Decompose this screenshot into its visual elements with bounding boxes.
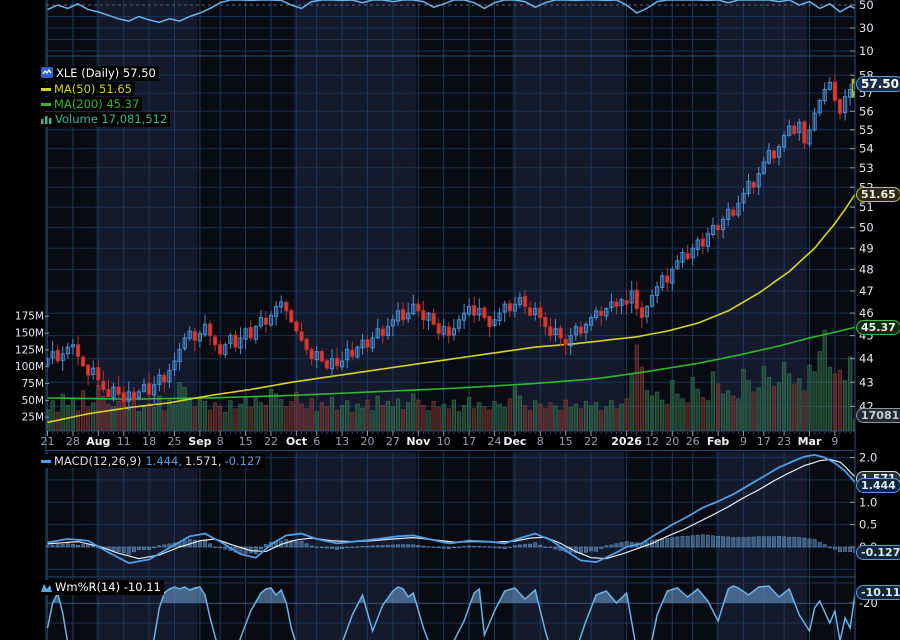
svg-text:21: 21 [41,435,55,448]
svg-text:Feb: Feb [707,435,730,448]
svg-text:54: 54 [859,142,874,156]
ma50-legend-row: MA(50) 51.65 [40,82,135,96]
svg-text:Sep: Sep [188,435,211,448]
svg-text:Dec: Dec [503,435,526,448]
svg-text:Oct: Oct [286,435,307,448]
ma50-line-swatch [41,88,51,91]
macd-legend-label: MACD(12,26,9) [54,454,142,468]
svg-text:46: 46 [859,306,874,320]
svg-text:100M: 100M [15,361,44,373]
svg-text:Nov: Nov [406,435,431,448]
svg-text:2026: 2026 [611,435,642,448]
svg-text:47: 47 [859,284,874,298]
wmr-legend-text: Wm%R(14) -10.11 [55,580,161,594]
ma200-legend-row: MA(200) 45.37 [40,97,143,111]
wmr-value-badge: -10.11 [856,585,900,600]
svg-text:53: 53 [859,161,874,175]
svg-text:25M: 25M [22,412,44,424]
svg-text:24: 24 [488,435,502,448]
svg-text:20: 20 [361,435,375,448]
macd-hist-badge: -0.127 [856,545,900,560]
svg-text:10: 10 [437,435,451,448]
svg-text:17: 17 [757,435,771,448]
svg-text:18: 18 [142,435,156,448]
macd-line-badge: 1.444 [856,478,900,493]
svg-text:1.0: 1.0 [859,495,877,509]
svg-text:13: 13 [335,435,349,448]
macd-signal-value: 1.571, [184,454,222,468]
macd-legend-row: MACD(12,26,9) 1.444, 1.571, -0.127 [40,454,265,468]
volume-legend-text: Volume 17,081,512 [55,112,168,126]
svg-text:6: 6 [313,435,320,448]
svg-text:Aug: Aug [86,435,110,448]
svg-text:50: 50 [859,221,874,235]
macd-legend: MACD(12,26,9) 1.444, 1.571, -0.127 [40,454,265,469]
svg-text:2.0: 2.0 [859,451,877,465]
svg-text:26: 26 [686,435,700,448]
svg-text:50: 50 [859,0,874,12]
svg-text:44: 44 [859,352,874,366]
svg-text:27: 27 [386,435,400,448]
symbol-legend-text: XLE (Daily) 57.50 [56,66,156,80]
wmr-legend: Wm%R(14) -10.11 [40,580,164,596]
last-price-badge: 57.50 [856,76,900,92]
volume-legend-row: Volume 17,081,512 [40,112,171,127]
symbol-legend-row: XLE (Daily) 57.50 [40,66,159,81]
main-chart-legend: XLE (Daily) 57.50 MA(50) 51.65 MA(200) 4… [40,66,171,128]
volume-bars-icon [41,113,52,127]
svg-text:48: 48 [859,262,874,276]
svg-text:15: 15 [559,435,573,448]
ma50-value-badge: 51.65 [856,187,900,202]
svg-text:43: 43 [859,375,874,389]
svg-text:22: 22 [584,435,598,448]
ma200-value-badge: 45.37 [856,320,900,335]
svg-text:8: 8 [217,435,224,448]
macd-value: 1.444, [145,454,182,468]
svg-text:9: 9 [831,435,838,448]
svg-text:15: 15 [239,435,253,448]
svg-text:49: 49 [859,241,874,255]
volume-value-badge: 17081512 [856,408,900,423]
macd-hist-value: -0.127 [224,454,262,468]
svg-text:56: 56 [859,104,874,118]
svg-text:150M: 150M [15,328,44,340]
svg-text:50M: 50M [22,395,44,407]
ma50-legend-text: MA(50) 51.65 [54,82,132,96]
svg-text:12: 12 [645,435,659,448]
svg-text:20: 20 [665,435,679,448]
chart-type-icon [41,67,53,81]
svg-text:0.5: 0.5 [859,518,877,532]
svg-text:10: 10 [859,44,874,58]
ma200-legend-text: MA(200) 45.37 [54,97,140,111]
ma200-line-swatch [41,103,51,106]
wmr-legend-row: Wm%R(14) -10.11 [40,580,164,595]
svg-text:9: 9 [740,435,747,448]
svg-text:22: 22 [264,435,278,448]
svg-text:28: 28 [66,435,80,448]
svg-text:30: 30 [859,21,874,35]
svg-text:Mar: Mar [798,435,822,448]
svg-text:17: 17 [462,435,476,448]
svg-text:25: 25 [168,435,182,448]
svg-text:175M: 175M [15,311,44,323]
svg-text:23: 23 [777,435,791,448]
svg-text:8: 8 [537,435,544,448]
svg-text:11: 11 [117,435,131,448]
wmr-area-icon [41,581,52,595]
svg-text:125M: 125M [15,344,44,356]
svg-text:55: 55 [859,123,874,137]
svg-text:75M: 75M [22,378,44,390]
svg-text:51: 51 [859,200,874,214]
macd-line-swatch [41,460,51,463]
